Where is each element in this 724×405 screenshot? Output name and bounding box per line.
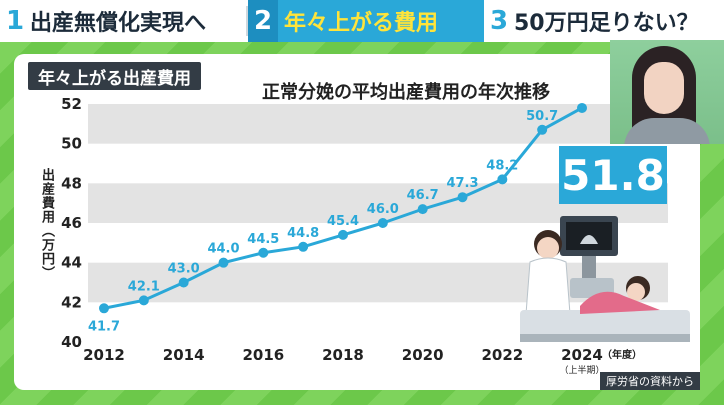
x-tick-label: 2012 <box>83 346 125 364</box>
x-tick-label: 2022 <box>481 346 523 364</box>
data-point <box>577 102 587 113</box>
data-label: 44.8 <box>287 226 319 241</box>
y-tick-label: 42 <box>61 293 82 311</box>
tab-1-label: 出産無償化実現へ <box>30 11 207 36</box>
data-label: 41.7 <box>88 319 120 334</box>
x-tick-label: 2018 <box>322 346 364 364</box>
data-label: 44.0 <box>207 242 239 257</box>
data-point <box>497 174 508 185</box>
presenter-icon <box>644 62 684 114</box>
data-point <box>377 218 388 228</box>
data-label: 42.1 <box>128 279 160 294</box>
data-point <box>99 303 109 314</box>
grid-band <box>88 104 668 144</box>
tab-2-label: 年々上がる費用 <box>284 11 439 36</box>
data-point <box>338 229 348 240</box>
data-point <box>537 124 548 135</box>
y-tick-label: 46 <box>61 214 82 232</box>
presenter-video <box>610 40 724 144</box>
x-tick-note: （上半期） <box>559 364 604 376</box>
tab-2[interactable]: 2 年々上がる費用 <box>248 0 484 42</box>
data-label: 47.3 <box>446 176 478 191</box>
tab-1[interactable]: 1 出産無償化実現へ <box>0 0 248 42</box>
y-tick-label: 52 <box>61 95 82 113</box>
y-tick-label: 50 <box>61 135 82 153</box>
x-tick-label: 2016 <box>242 346 284 364</box>
topic-badge: 年々上がる出産費用 <box>28 62 201 90</box>
data-point <box>298 241 309 252</box>
data-point <box>218 257 229 268</box>
x-tick-label: 2014 <box>163 346 205 364</box>
tab-divider <box>246 6 248 36</box>
ultrasound-illustration <box>520 216 690 342</box>
data-label: 48.2 <box>486 158 518 173</box>
x-axis-unit: （年度） <box>602 348 642 361</box>
y-tick-label: 48 <box>61 174 82 192</box>
data-label: 46.7 <box>407 188 439 203</box>
x-tick-label: 2020 <box>402 346 444 364</box>
data-point <box>417 204 428 215</box>
data-label: 50.7 <box>526 109 558 124</box>
data-point <box>178 277 189 288</box>
source-note: 厚労省の資料から <box>600 372 700 390</box>
data-label: 43.0 <box>168 262 200 277</box>
data-label: 46.0 <box>367 202 399 217</box>
x-tick-label: 2024 <box>561 346 603 364</box>
tab-3-label: 50万円足りない？ <box>514 11 699 36</box>
tab-3[interactable]: 3 50万円足りない？ <box>484 0 724 42</box>
y-tick-label: 44 <box>61 254 82 272</box>
data-label: 44.5 <box>247 232 279 247</box>
chart-title: 正常分娩の平均出産費用の年次推移 <box>262 82 550 103</box>
tab-3-number: 3 <box>489 6 509 36</box>
data-label: 45.4 <box>327 214 359 229</box>
data-point <box>258 247 269 258</box>
bed-icon <box>520 310 690 338</box>
data-point <box>138 295 149 306</box>
topic-tabs: 1 出産無償化実現へ 2 年々上がる費用 3 50万円足りない？ <box>0 0 724 42</box>
y-axis-label: 出産費用（万円） <box>39 168 54 280</box>
data-point <box>457 192 468 203</box>
tab-2-number: 2 <box>248 0 278 42</box>
tab-1-number: 1 <box>5 6 25 36</box>
latest-value-callout: 51.8 <box>559 146 667 204</box>
y-tick-label: 40 <box>61 333 82 351</box>
